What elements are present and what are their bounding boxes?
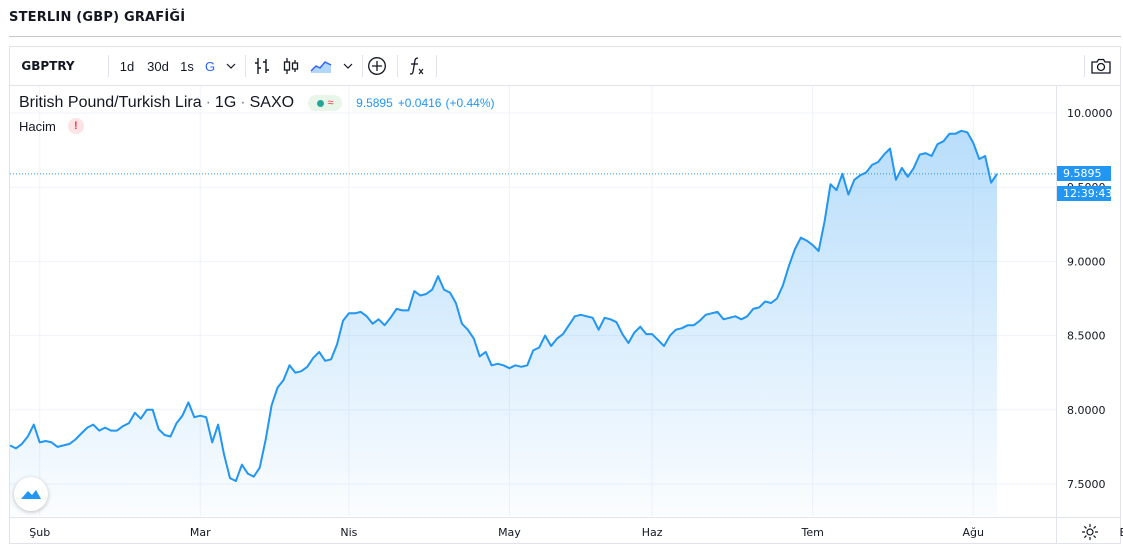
bars-chart-icon[interactable]: [250, 47, 274, 85]
market-status-badge[interactable]: ≈: [308, 95, 343, 111]
legend-change: +0.0416: [397, 96, 442, 110]
page-title: STERLIN (GBP) GRAFİĞİ: [9, 10, 186, 25]
x-tick-label: Ağu: [962, 526, 983, 539]
legend-interval: 1G: [214, 94, 237, 111]
delayed-icon: ≈: [327, 97, 334, 109]
chart-widget: GBPTRY 1d 30d 1s G: [9, 46, 1121, 544]
camera-icon[interactable]: [1088, 47, 1114, 85]
gear-icon[interactable]: [1080, 522, 1100, 542]
interval-1s-button[interactable]: 1s: [180, 58, 194, 74]
legend-last-price: 9.5895: [356, 96, 393, 110]
x-tick-label: Mar: [190, 526, 211, 539]
legend-symbol-name: British Pound/Turkish Lira: [19, 94, 202, 111]
legend-change-percent: (+0.44%): [445, 96, 495, 110]
x-tick-label: Tem: [801, 526, 824, 539]
x-tick-label: Eyl: [1120, 526, 1123, 539]
interval-30d-button[interactable]: 30d: [147, 58, 169, 74]
y-tick-label: 8.5000: [1067, 330, 1106, 343]
chevron-down-icon[interactable]: [340, 47, 356, 85]
logo-icon: [21, 490, 41, 499]
symbol-search-button[interactable]: GBPTRY: [21, 59, 75, 73]
interval-1d-button[interactable]: 1d: [119, 58, 135, 74]
y-tick-label: 10.0000: [1067, 107, 1113, 120]
countdown-label: 12:39:43: [1057, 186, 1112, 201]
toolbar-divider: [1084, 55, 1085, 77]
candles-chart-icon[interactable]: [279, 47, 303, 85]
y-tick-label: 7.5000: [1067, 478, 1106, 491]
legend-volume: Hacim !: [19, 118, 84, 134]
chevron-down-icon[interactable]: [223, 47, 239, 85]
interval-g-button[interactable]: G: [204, 58, 216, 74]
tradingview-logo-button[interactable]: [14, 477, 48, 511]
y-tick-label: 9.0000: [1067, 255, 1106, 268]
function-icon[interactable]: [406, 47, 428, 85]
price-area: [10, 130, 997, 517]
legend-separator: ·: [205, 94, 211, 111]
x-tick-label: Nis: [340, 526, 357, 539]
legend-exchange: SAXO: [249, 94, 295, 111]
toolbar-divider: [436, 55, 437, 77]
x-tick-label: Haz: [642, 526, 663, 539]
legend-separator: ·: [240, 94, 246, 111]
x-tick-label: Şub: [29, 526, 50, 539]
toolbar-divider: [397, 55, 398, 77]
toolbar-divider: [245, 55, 246, 77]
price-line: [9, 129, 998, 482]
legend-main: British Pound/Turkish Lira · 1G · SAXO ≈…: [19, 94, 495, 112]
chart-toolbar: GBPTRY 1d 30d 1s G: [10, 47, 1120, 86]
volume-label: Hacim: [19, 118, 56, 134]
toolbar-divider: [108, 55, 109, 77]
toolbar-divider: [362, 55, 363, 77]
y-tick-label: 8.0000: [1067, 404, 1106, 417]
x-tick-label: May: [498, 526, 521, 539]
area-chart-icon[interactable]: [308, 47, 334, 85]
last-price-label: 9.5895: [1057, 166, 1111, 181]
add-circle-icon[interactable]: [366, 47, 388, 85]
volume-warning-icon[interactable]: !: [67, 118, 84, 134]
market-open-dot: [316, 99, 324, 107]
title-divider: [9, 36, 1121, 37]
